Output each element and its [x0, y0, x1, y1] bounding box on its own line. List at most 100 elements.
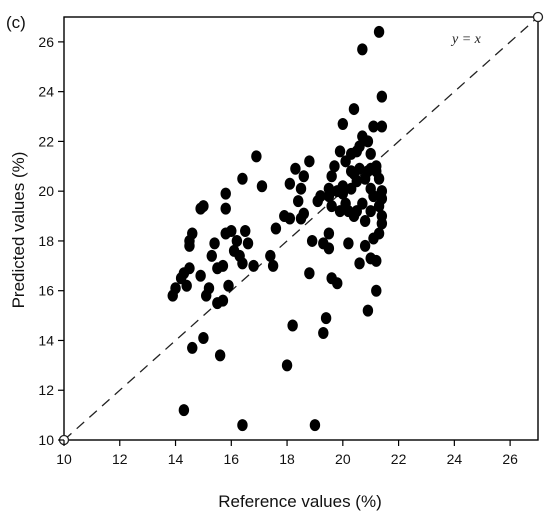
data-point [231, 234, 243, 247]
data-point [368, 190, 379, 203]
data-point [203, 282, 215, 295]
data-point [368, 120, 379, 133]
data-point [357, 197, 368, 210]
y-tick-label: 24 [38, 84, 54, 100]
data-point [348, 103, 360, 116]
data-point [359, 239, 371, 252]
data-point [209, 237, 220, 250]
data-point [332, 277, 343, 290]
data-point [226, 224, 237, 237]
data-point [251, 150, 262, 163]
x-tick-label: 12 [112, 451, 128, 467]
data-point [371, 284, 382, 297]
data-point [295, 182, 307, 195]
data-point [237, 419, 248, 432]
y-tick-label: 14 [38, 332, 54, 348]
data-point [309, 419, 321, 432]
data-point [237, 257, 248, 270]
reference-line-end-marker [532, 11, 544, 23]
panel-label: (c) [6, 13, 26, 32]
y-tick-label: 12 [38, 382, 54, 398]
data-point [187, 227, 198, 240]
data-point [318, 327, 329, 340]
data-point [323, 242, 335, 255]
y-tick-label: 20 [38, 183, 54, 199]
data-point [284, 212, 296, 225]
data-point [351, 175, 362, 188]
data-point [337, 187, 349, 200]
x-tick-label: 26 [502, 451, 518, 467]
plot-area [63, 16, 539, 441]
data-point [323, 190, 335, 203]
x-tick-label: 22 [391, 451, 407, 467]
data-point [240, 224, 251, 237]
data-point [195, 269, 206, 282]
data-point [373, 227, 385, 240]
y-tick-label: 26 [38, 34, 54, 50]
data-point [345, 165, 357, 178]
x-tick-label: 20 [335, 451, 351, 467]
data-point [293, 195, 304, 208]
x-tick-label: 16 [224, 451, 240, 467]
data-point [376, 90, 388, 103]
data-point [220, 202, 231, 215]
data-point [178, 404, 190, 417]
data-point [184, 262, 195, 275]
x-tick-label: 18 [279, 451, 295, 467]
x-tick-label: 24 [447, 451, 463, 467]
data-point [223, 279, 234, 292]
data-point [329, 160, 340, 173]
data-point [248, 259, 259, 272]
x-axis-title: Reference values (%) [218, 492, 381, 511]
x-tick-label: 14 [168, 451, 184, 467]
data-point [298, 170, 309, 183]
data-point [304, 267, 315, 280]
plot-frame [63, 16, 539, 441]
data-point [365, 162, 376, 175]
data-point [217, 294, 229, 307]
data-point [315, 190, 326, 203]
data-point [362, 135, 374, 148]
data-point [170, 282, 181, 295]
data-point [256, 180, 268, 193]
data-point [265, 249, 276, 262]
data-point [198, 200, 209, 213]
data-point [354, 162, 365, 175]
data-point [217, 259, 229, 272]
data-point [376, 120, 388, 133]
data-point [376, 217, 388, 230]
data-point [284, 177, 296, 190]
data-point [181, 279, 192, 292]
reference-line [63, 16, 539, 441]
data-point [306, 234, 318, 247]
data-point [214, 349, 226, 362]
data-point [337, 117, 349, 130]
data-point [320, 312, 332, 325]
data-point [287, 319, 298, 332]
data-point [362, 304, 374, 317]
data-point [267, 259, 279, 272]
data-point [323, 227, 335, 240]
data-point [242, 237, 254, 250]
y-tick-label: 22 [38, 133, 54, 149]
data-point [220, 187, 231, 200]
data-point [304, 155, 315, 168]
data-point [270, 222, 282, 235]
x-tick-label: 10 [56, 451, 72, 467]
data-point [326, 200, 337, 213]
data-point [365, 147, 376, 160]
data-point [298, 207, 309, 220]
data-point [359, 215, 371, 228]
y-tick-label: 18 [38, 233, 54, 249]
data-point [237, 172, 248, 185]
data-point [373, 172, 385, 185]
data-point [290, 162, 301, 175]
data-point [206, 249, 217, 262]
data-point [351, 145, 362, 158]
axes: 10 12 14 16 18 20 22 24 26 10 12 14 16 18 20 22 24 26 [38, 11, 544, 467]
data-point [373, 25, 385, 38]
data-point [376, 192, 388, 205]
y-axis-title: Predicted values (%) [9, 152, 28, 309]
reference-line-label: y = x [450, 32, 482, 47]
y-tick-label: 16 [38, 283, 54, 299]
